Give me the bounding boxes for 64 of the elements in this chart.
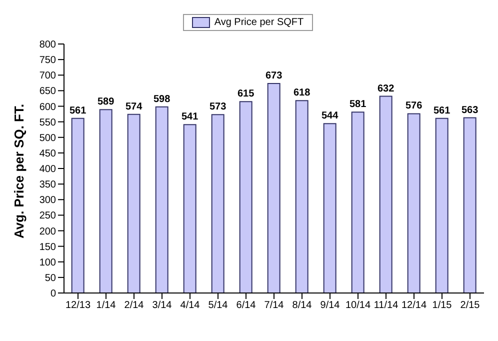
data-label: 632: [377, 83, 395, 94]
x-tick-label: 12/14: [401, 300, 427, 312]
bar: [323, 123, 336, 293]
data-label: 541: [181, 112, 199, 123]
bar: [435, 118, 448, 293]
bar: [211, 114, 224, 293]
y-tick-label: 0: [50, 288, 56, 300]
y-tick-label: 500: [39, 132, 56, 144]
x-tick-label: 4/14: [180, 300, 200, 312]
y-tick-label: 400: [39, 164, 56, 176]
y-tick-label: 150: [39, 242, 56, 253]
bar: [183, 124, 196, 293]
x-tick-label: 6/14: [236, 300, 256, 312]
data-label: 618: [293, 88, 311, 99]
x-tick-label: 10/14: [345, 300, 371, 312]
bar: [463, 117, 476, 293]
data-label: 581: [349, 99, 367, 110]
data-label: 576: [405, 100, 423, 112]
y-tick-label: 450: [39, 148, 56, 160]
y-axis-title: Avg. Price per SQ. FT.: [12, 104, 27, 238]
y-tick-label: 650: [39, 86, 56, 98]
bar: [379, 96, 392, 293]
bar: [99, 109, 112, 293]
bar: [407, 113, 420, 293]
bar: [351, 112, 364, 293]
bar: [239, 101, 252, 293]
y-tick-label: 250: [39, 210, 56, 222]
y-tick-label: 100: [39, 257, 56, 268]
x-tick-label: 12/13: [65, 300, 91, 312]
bar: [71, 118, 84, 293]
data-label: 615: [237, 88, 255, 100]
y-tick-label: 750: [39, 55, 56, 66]
x-tick-label: 1/14: [96, 300, 116, 312]
bar: [155, 106, 168, 293]
x-tick-label: 9/14: [320, 300, 340, 312]
data-label: 563: [461, 104, 479, 116]
x-tick-label: 2/15: [460, 300, 480, 312]
bar: [295, 100, 308, 293]
data-label: 574: [125, 101, 143, 112]
data-label: 673: [265, 70, 283, 82]
y-tick-label: 350: [39, 180, 56, 191]
x-tick-label: 3/14: [152, 300, 172, 312]
x-tick-label: 7/14: [264, 300, 284, 312]
x-tick-label: 2/14: [124, 300, 144, 312]
data-label: 589: [97, 96, 115, 108]
bar: [127, 114, 140, 293]
data-label: 561: [433, 105, 451, 116]
data-label: 544: [321, 110, 339, 122]
bar: [267, 83, 280, 293]
x-tick-label: 5/14: [208, 300, 228, 312]
y-tick-label: 550: [39, 117, 56, 128]
y-tick-label: 50: [44, 272, 56, 284]
y-tick-label: 800: [39, 40, 56, 51]
data-label: 573: [209, 102, 227, 113]
y-tick-label: 300: [39, 195, 56, 206]
legend-label: Avg Price per SQFT: [214, 17, 304, 28]
y-tick-label: 200: [39, 226, 56, 238]
x-tick-label: 1/15: [432, 300, 452, 312]
y-tick-label: 600: [39, 102, 56, 113]
x-tick-label: 11/14: [374, 300, 399, 312]
data-label: 561: [69, 105, 87, 116]
x-tick-label: 8/14: [292, 300, 312, 312]
y-tick-label: 700: [39, 70, 56, 82]
data-label: 598: [153, 94, 171, 105]
